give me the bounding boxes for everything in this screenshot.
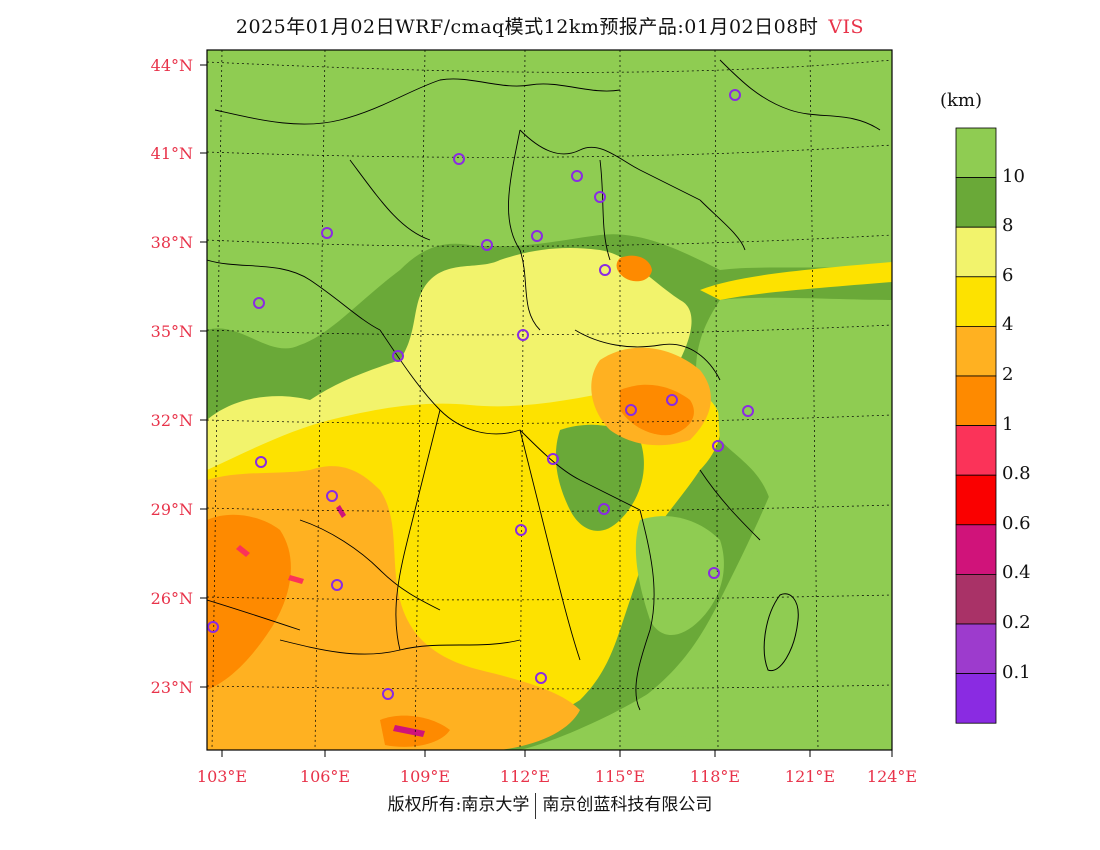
map-field [207,50,892,750]
colorbar-label: 0.6 [1002,512,1031,534]
taiwan-outline [763,593,799,672]
station-marker [594,191,606,203]
colorbar-label: 1 [1002,413,1014,435]
station-marker [392,350,404,362]
lat-tick-label: 35°N [151,322,193,341]
colorbar-label: 0.8 [1002,463,1031,485]
station-marker [321,227,333,239]
field-light-orange-sw [207,466,580,750]
lon-tick-label: 112°E [500,767,550,786]
graticule [207,50,892,750]
lat-tick-label: 32°N [151,411,193,430]
station-marker [517,329,529,341]
field-yellow-coastal-band [700,262,892,300]
field-green-southeast [555,424,644,531]
colorbar-label: 6 [1002,264,1014,286]
colorbar-segment [955,524,997,575]
station-marker [331,579,343,591]
station-marker [599,264,611,276]
lon-tick-label: 106°E [300,767,350,786]
station-marker [547,453,559,465]
station-marker [742,405,754,417]
lat-tick-label: 23°N [151,678,193,697]
map-frame [206,49,893,751]
lon-tick-label: 115°E [595,767,645,786]
colorbar-segment [955,127,997,178]
colorbar-segment [955,474,997,526]
lon-tick-label: 124°E [867,767,917,786]
station-marker [712,440,724,452]
station-marker [708,567,720,579]
colorbar-segment [955,623,997,674]
station-marker [571,170,583,182]
station-marker [253,297,265,309]
lat-tick-label: 29°N [151,500,193,519]
field-orange-north [616,255,652,282]
footer-separator [535,792,537,819]
field-magenta-speck [336,505,346,518]
colorbar-label: 0.1 [1002,661,1031,683]
lat-tick-label: 26°N [151,589,193,608]
lat-tick-label: 41°N [151,144,193,163]
station-marker [326,490,338,502]
station-marker [382,688,394,700]
lat-tick-label: 44°N [151,56,193,75]
colorbar-segment [955,375,997,426]
lon-tick-label: 118°E [690,767,740,786]
lon-tick-label: 109°E [400,767,450,786]
field-pink-speck [236,545,250,557]
colorbar-label: 0.4 [1002,562,1031,584]
field-sea [580,300,892,750]
field-green-coast [635,516,724,635]
colorbar-unit: (km) [940,90,983,111]
station-marker [598,503,610,515]
footer-right: 南京创蓝科技有限公司 [542,795,713,815]
colorbar-segment [955,673,997,724]
colorbar-label: 8 [1002,215,1014,237]
colorbar-label: 0.2 [1002,612,1031,633]
province-borders [207,59,881,711]
lon-tick-label: 121°E [785,767,835,786]
axis-layer: 103°E 106°E 109°E 112°E 115°E 118°E 121°E 124°E… [151,56,917,786]
station-marker [666,394,678,406]
field-orange-sw [207,514,291,690]
lon-tick-label: 103°E [197,767,247,786]
station-marker [625,404,637,416]
colorbar [955,127,997,724]
field-pink-speck [288,575,304,584]
colorbar-label: 2 [1002,364,1014,385]
station-marker [207,621,219,633]
footer-left: 版权所有:南京大学 [387,795,530,815]
colorbar-segment [955,325,997,377]
title-variable: VIS [828,16,865,38]
station-marker [453,153,465,165]
station-marker [515,524,527,536]
field-magenta-speck [393,725,425,737]
colorbar-segment [955,226,997,278]
station-markers [207,89,754,700]
station-marker [531,230,543,242]
colorbar-label: 10 [1002,165,1025,187]
station-marker [481,239,493,251]
station-marker [255,456,267,468]
station-marker [535,672,547,684]
lat-tick-label: 38°N [151,233,193,252]
station-marker [729,89,741,101]
colorbar-segment [955,276,997,327]
colorbar-segment [955,177,997,228]
map-title: 2025年01月02日WRF/cmaq模式12km预报产品:01月02日08时 V… [0,12,1100,39]
colorbar-segment [955,574,997,625]
colorbar-segment [955,425,997,476]
colorbar-label: 4 [1002,314,1014,336]
footer: 版权所有:南京大学 南京创蓝科技有限公司 [0,790,1100,819]
title-main: 2025年01月02日WRF/cmaq模式12km预报产品:01月02日08时 [235,16,819,38]
